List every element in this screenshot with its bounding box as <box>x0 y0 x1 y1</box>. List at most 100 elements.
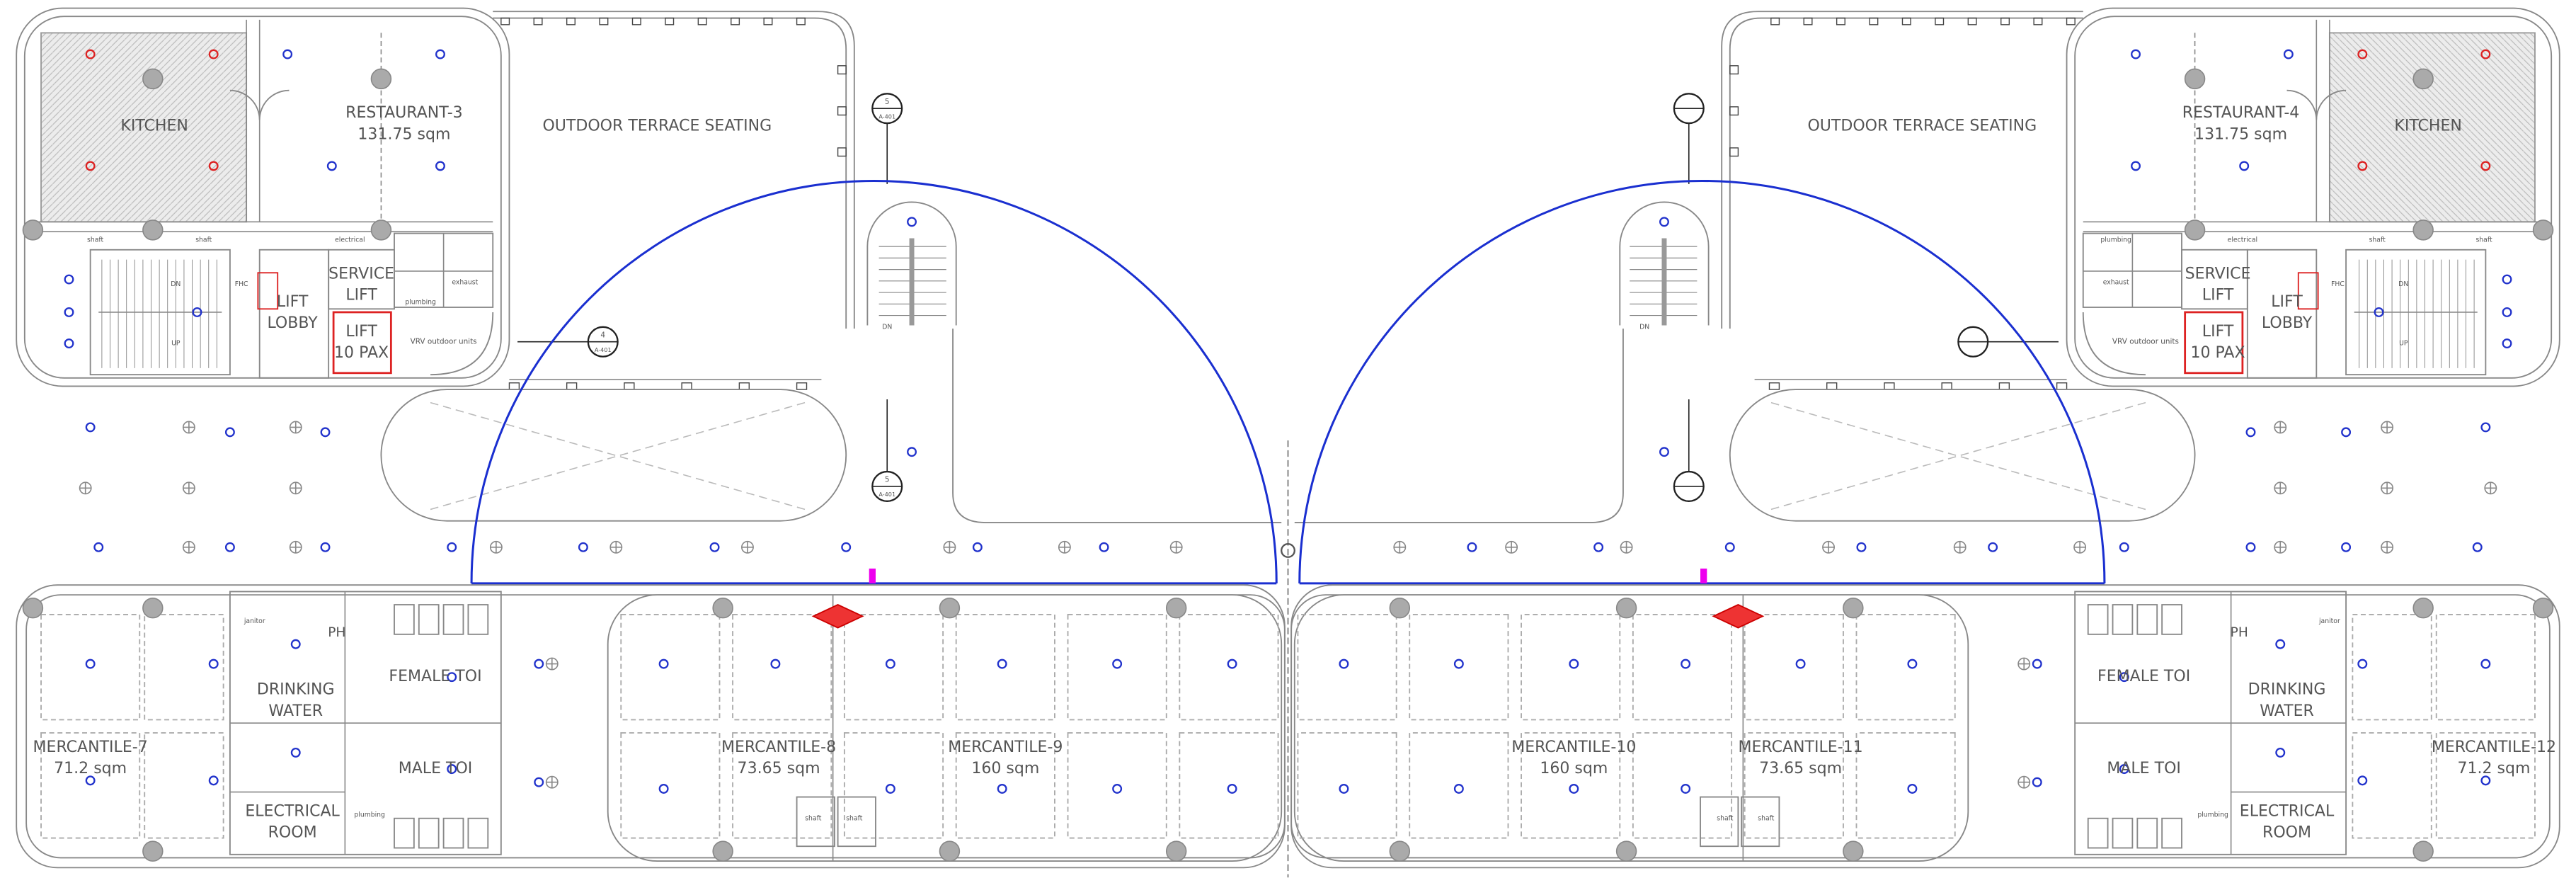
wc <box>442 817 464 849</box>
wc <box>2087 604 2109 635</box>
room-label: 160 sqm <box>971 760 1039 777</box>
grid-cell <box>1632 614 1733 721</box>
device <box>1681 658 1691 669</box>
grid-cell <box>1409 614 1509 721</box>
railing-post <box>1768 382 1780 390</box>
small-label: exhaust <box>452 279 478 287</box>
grid-cell <box>843 614 944 721</box>
terrace-edge <box>493 17 847 329</box>
railing-post <box>1770 17 1780 25</box>
room-label: 73.65 sqm <box>738 760 820 777</box>
terrace-arc <box>1298 179 2106 583</box>
device <box>1339 784 1349 794</box>
shaft-box <box>1741 796 1780 848</box>
device <box>320 542 331 552</box>
device <box>224 542 235 552</box>
device <box>2131 49 2141 59</box>
small-label: shaft <box>1717 814 1733 822</box>
lift-car <box>2184 311 2244 375</box>
small-label: A-401 <box>595 346 612 353</box>
fhc <box>257 272 279 310</box>
kitchen-device <box>208 49 219 59</box>
railing-post <box>731 17 740 25</box>
small-label: plumbing <box>2197 811 2228 819</box>
column <box>22 219 44 241</box>
railing-post <box>2066 17 2076 25</box>
grid-cell <box>1179 732 1279 839</box>
room-label: 131.75 sqm <box>357 125 450 143</box>
device <box>2119 764 2129 775</box>
railing-post <box>697 17 707 25</box>
device <box>64 307 74 317</box>
device <box>2502 338 2512 349</box>
kitchen-hatch <box>2328 32 2536 223</box>
room-label: MERCANTILE-11 <box>1738 739 1862 756</box>
device <box>885 658 895 669</box>
device <box>290 747 301 758</box>
left-half <box>16 7 1286 869</box>
column <box>1165 840 1187 862</box>
column <box>2184 68 2206 90</box>
column <box>1843 840 1864 862</box>
room-label: ROOM <box>268 824 317 842</box>
device <box>1339 658 1349 669</box>
small-label: DN <box>2398 280 2408 288</box>
railing-post <box>837 65 847 75</box>
device <box>2119 672 2129 683</box>
device <box>1988 542 1998 552</box>
railing-post <box>1967 17 1977 25</box>
grid-cell <box>1744 732 1844 839</box>
railing-post <box>599 17 609 25</box>
railing-post <box>1729 65 1739 75</box>
device <box>885 784 895 794</box>
small-label: shaft <box>195 236 212 244</box>
column <box>370 68 392 90</box>
grid-cell <box>2435 614 2536 721</box>
device <box>2502 307 2512 317</box>
column <box>2532 597 2554 619</box>
room-label: WATER <box>268 702 323 720</box>
labels: KITCHEN RESTAURANT-3 131.75 sqm OUTDOOR TER… <box>33 98 2557 842</box>
railing-post <box>1729 106 1739 116</box>
shaft-box <box>1700 796 1739 848</box>
grid-cell <box>1179 614 1279 721</box>
terrace-edge <box>1729 17 2083 329</box>
device <box>435 161 445 171</box>
terrace-arc <box>470 179 1278 583</box>
room-label: ELECTRICAL <box>2240 802 2335 820</box>
column <box>1165 597 1187 619</box>
small-label: FHC <box>2331 280 2345 288</box>
device <box>1227 658 1237 669</box>
column <box>370 219 392 241</box>
device <box>447 672 457 683</box>
small-label: 4 <box>600 331 605 339</box>
device <box>208 658 219 669</box>
small-label: DN <box>1639 323 1649 331</box>
column <box>2184 219 2206 241</box>
small-label: plumbing <box>405 299 436 307</box>
device <box>1112 658 1123 669</box>
railing-post <box>566 17 576 25</box>
small-label: FHC <box>235 280 248 288</box>
device <box>85 658 96 669</box>
room-label: MERCANTILE-12 <box>2432 739 2556 756</box>
flow-marker <box>811 604 864 629</box>
room-label: 160 sqm <box>1540 760 1608 777</box>
device <box>85 775 96 786</box>
column <box>939 597 961 619</box>
device <box>2131 161 2141 171</box>
column <box>712 840 733 862</box>
small-label: shaft <box>805 814 821 822</box>
small-label: shaft <box>846 814 862 822</box>
kitchen-device <box>2480 161 2491 171</box>
device <box>326 161 337 171</box>
device <box>2480 658 2491 669</box>
device <box>2472 542 2483 552</box>
column <box>2412 68 2434 90</box>
railing-post <box>1869 17 1879 25</box>
terrace-outline <box>952 329 1282 523</box>
grid-cell <box>732 614 832 721</box>
room-label: MERCANTILE-8 <box>721 739 836 756</box>
grid-cell <box>40 732 141 839</box>
small-label: janitor <box>244 617 265 625</box>
